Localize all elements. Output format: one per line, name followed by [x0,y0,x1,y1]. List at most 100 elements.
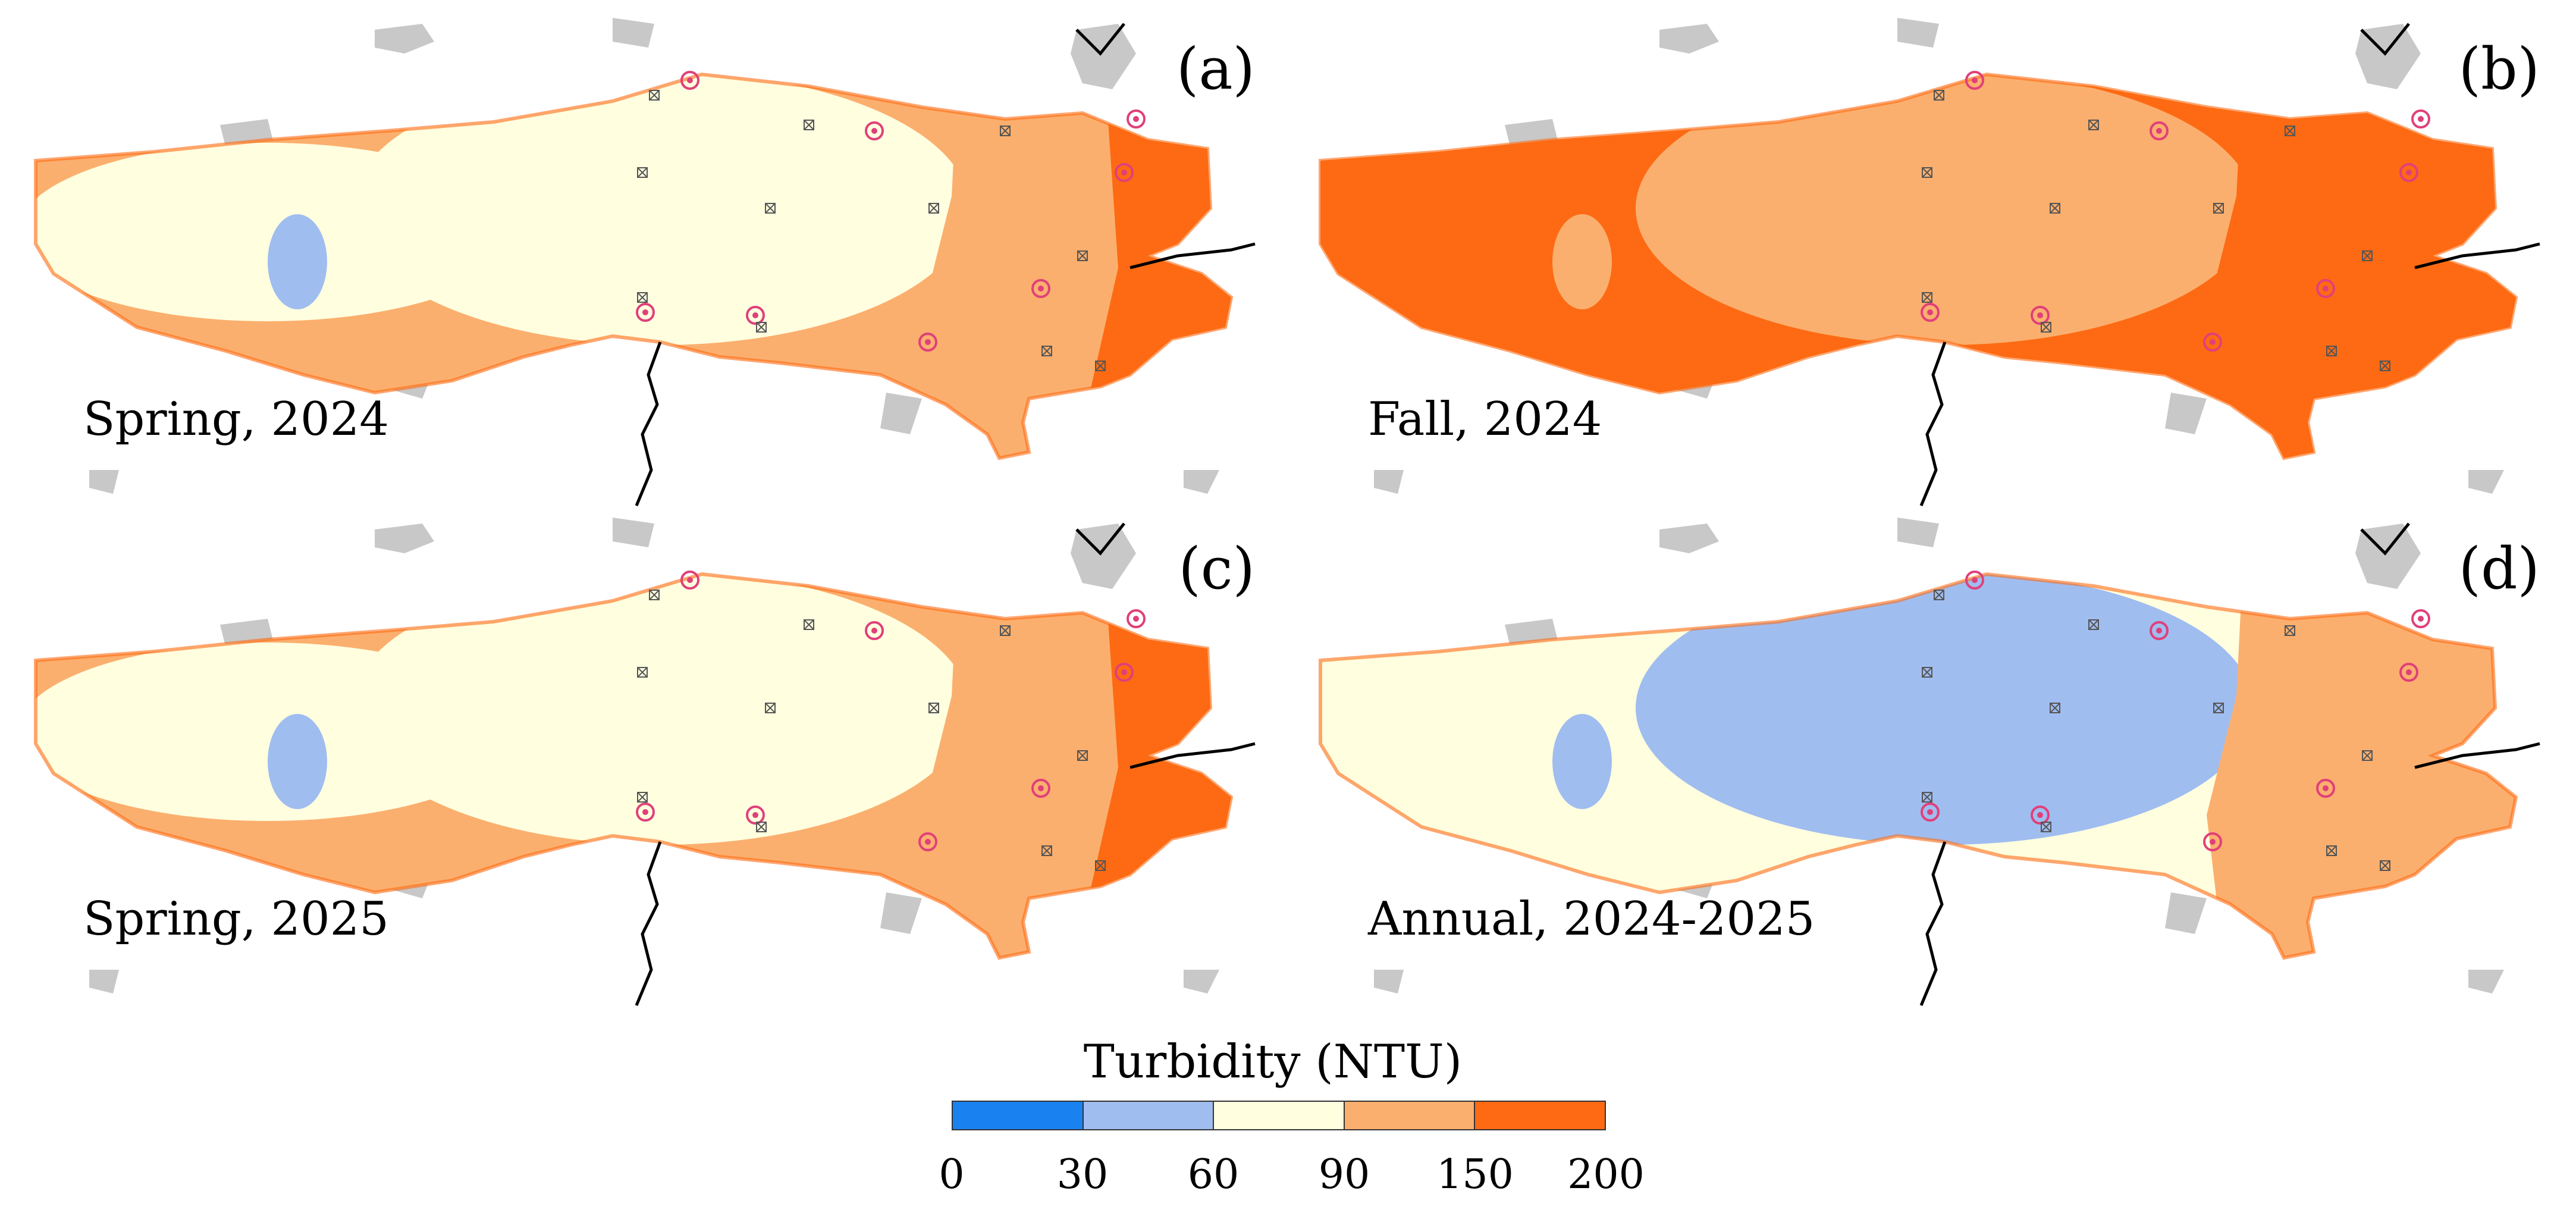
turbidity-east-zone [2207,77,2516,458]
sample-cross [2041,322,2051,333]
turbidity-east-zone [922,577,1231,958]
map-panel-c: (c) Spring, 2025 [18,518,1291,1017]
panel-label: (a) [1176,36,1255,102]
station-marker [2411,609,2430,628]
lake-shoreline [1319,72,2518,460]
turbidity-east-zone [922,77,1231,458]
station-dot [642,809,648,815]
station-marker [1127,109,1146,129]
station-dot [752,312,758,318]
sample-marker [804,120,814,130]
sample-marker [637,167,648,178]
station-marker [680,571,699,590]
sample-marker [1041,845,1052,856]
station-dot [871,128,877,134]
season-caption: Spring, 2024 [83,393,389,446]
sample-marker [2050,703,2060,713]
station-dot [2406,170,2412,176]
legend-color-bar [952,1101,1606,1130]
land-area [880,393,922,434]
sample-marker [637,667,648,678]
land-area [1374,470,1404,494]
land-area [375,24,434,54]
land-area [1897,18,1939,48]
station-marker [1115,663,1134,682]
lake-map-svg [34,18,1256,506]
legend-tick-label: 30 [1056,1151,1109,1198]
sample-cross [2380,860,2390,871]
turbidity-patch [1552,714,1612,809]
land-area [89,970,119,994]
station-dot [2037,312,2043,318]
station-marker [1965,571,1984,590]
land-area [613,18,654,48]
station-dot [1927,309,1933,315]
lake-map-svg [1319,18,2540,506]
season-caption: Annual, 2024-2025 [1368,892,1815,946]
sample-marker [1922,667,1932,678]
turbidity-tip-zone [1088,95,1231,399]
sample-marker [1041,346,1052,356]
station-marker [2031,306,2050,325]
land-area [1374,970,1404,994]
legend-tick-label: 150 [1436,1151,1514,1198]
legend-tick-label: 90 [1318,1151,1370,1198]
sample-cross [756,822,767,832]
sample-marker [2050,203,2060,214]
station-dot [1038,785,1044,791]
sample-marker [765,703,776,713]
sample-marker [1000,625,1011,636]
land-area [1184,970,1219,994]
sample-cross [1095,860,1106,871]
station-marker [2399,663,2418,682]
station-marker [2399,163,2418,182]
sample-cross [2050,203,2060,214]
sample-marker [2326,346,2337,356]
land-area [880,892,922,934]
sample-cross [1922,667,1932,678]
station-marker [2150,621,2169,640]
station-marker [2031,806,2050,825]
sample-marker [637,792,648,803]
sample-cross [765,203,776,214]
station-dot [1038,286,1044,292]
legend-tick-label: 0 [939,1151,965,1198]
legend-swatch [1083,1102,1215,1129]
station-dot [642,309,648,315]
land-area [2468,470,2504,494]
turbidity-tip-zone [2373,95,2516,399]
season-caption: Spring, 2025 [83,892,389,946]
sample-marker [1000,126,1011,136]
station-dot [2406,669,2412,675]
turbidity-tip-zone [2373,595,2516,898]
station-dot [2418,116,2424,122]
station-marker [2316,779,2335,798]
land-area [2165,892,2207,934]
sample-cross [2362,750,2373,761]
sample-cross [637,292,648,303]
station-dot [2210,339,2216,345]
sample-cross [756,322,767,333]
station-dot [1972,577,1978,583]
sample-cross [2050,703,2060,713]
sample-marker [2088,120,2099,130]
sample-cross [2326,845,2337,856]
station-marker [918,832,937,851]
lake-map-svg [34,518,1256,1006]
sample-marker [2213,203,2224,214]
sample-marker [1077,750,1088,761]
sample-marker [1934,90,1944,101]
turbidity-east-zone [2207,577,2516,958]
river [635,841,662,1006]
legend-title: Turbidity (NTU) [1083,1035,1463,1089]
sample-marker [1922,167,1932,178]
river [1075,522,1125,556]
land-area [1659,524,1719,553]
map-panel-b: (b) Fall, 2024 [1303,18,2575,518]
turbidity-center-zone [1636,74,2254,345]
station-marker [746,306,765,325]
station-dot [1121,170,1127,176]
station-dot [2323,286,2329,292]
river [1919,841,1947,1006]
land-area [1659,24,1719,54]
